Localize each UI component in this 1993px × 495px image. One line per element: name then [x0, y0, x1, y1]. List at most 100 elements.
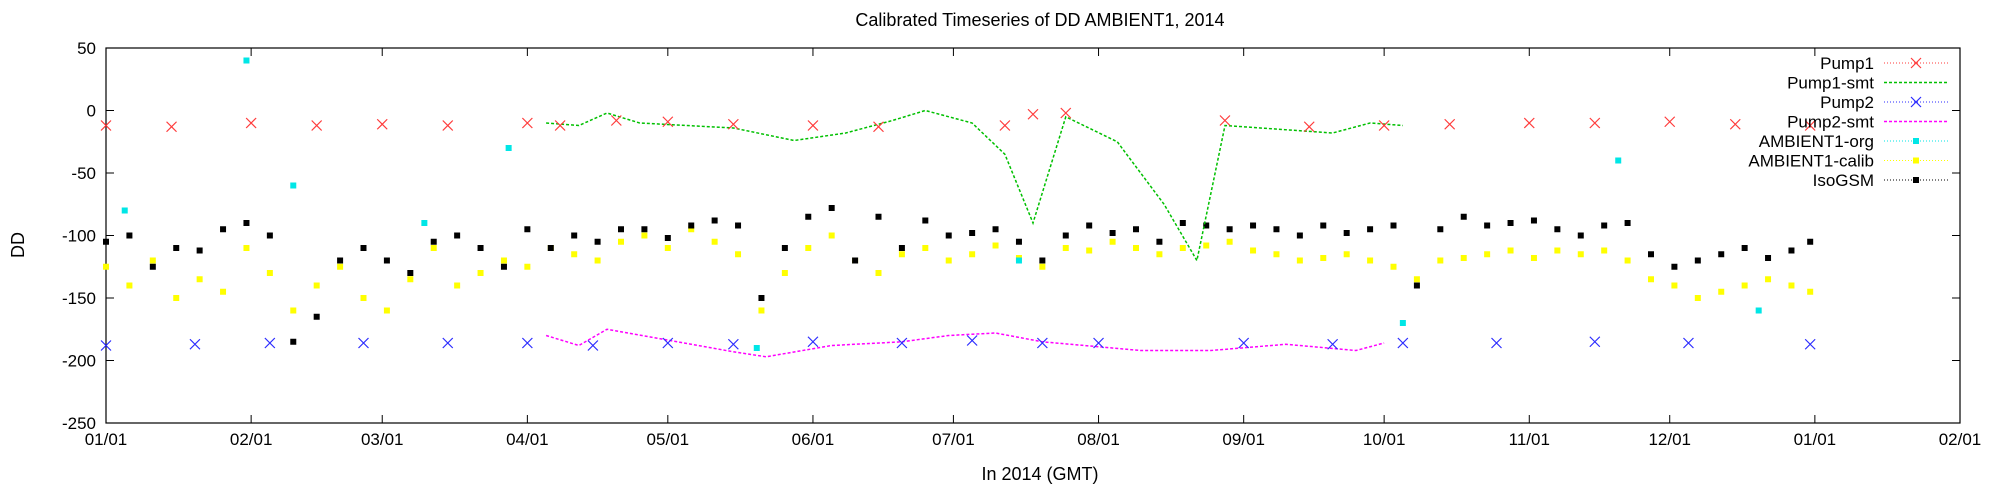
pump1-smt-line: [546, 109, 1403, 263]
isogsm-point: [945, 232, 952, 239]
x-tick-label: 05/01: [647, 430, 690, 449]
isogsm-point: [383, 257, 390, 264]
legend-label: AMBIENT1-org: [1759, 132, 1874, 151]
ambient1-calib-point: [875, 270, 882, 276]
ambient1-calib-point: [1250, 247, 1257, 254]
pump1-point: [554, 120, 566, 131]
ambient1-calib-point: [1648, 276, 1654, 283]
isogsm-point: [1648, 251, 1654, 258]
isogsm-point: [594, 238, 601, 245]
ambient1-calib-point: [1062, 245, 1069, 251]
isogsm-point: [1694, 257, 1701, 264]
legend-item-pump2: Pump2: [1820, 93, 1948, 112]
pump2-point: [587, 340, 599, 351]
ambient1-calib-point: [1741, 282, 1748, 289]
x-tick-label: 10/01: [1363, 430, 1406, 449]
series-layer: [100, 57, 1816, 358]
ambient1-calib-point: [1624, 257, 1631, 264]
x-tick-label: 08/01: [1077, 430, 1120, 449]
x-tick-label: 02/01: [1939, 430, 1982, 449]
ambient1-calib-point: [1039, 263, 1046, 270]
pump1-point: [1804, 120, 1816, 131]
isogsm-point: [1367, 226, 1374, 233]
pump1-point: [1219, 115, 1231, 126]
x-axis-ticks: 01/01 02/01 03/01 04/01 05/01 06/01 07/01 08/01…: [85, 48, 1982, 449]
isogsm-point: [173, 245, 180, 251]
isogsm-point: [1039, 257, 1046, 264]
ambient1-calib-point: [149, 257, 156, 264]
pump2-point: [1491, 337, 1502, 349]
pump1-point: [873, 121, 884, 133]
ambient1-calib-point: [758, 307, 765, 314]
isogsm-point: [290, 338, 297, 345]
ambient1-calib-point: [524, 263, 531, 270]
isogsm-point: [781, 245, 788, 251]
ambient1-calib-point: [1367, 257, 1374, 264]
isogsm-point: [524, 226, 531, 233]
isogsm-point: [1437, 226, 1444, 233]
legend-marker: [1913, 177, 1919, 183]
ambient1-calib-point: [688, 226, 695, 233]
ambient1-calib-point: [618, 238, 624, 245]
ambient1-calib-point: [454, 282, 461, 289]
ambient1-calib-point: [313, 282, 320, 289]
legend-label: Pump2: [1820, 93, 1874, 112]
ambient1-calib-point: [1203, 242, 1210, 249]
isogsm-point: [898, 245, 905, 251]
ambient1-calib-point: [500, 257, 507, 264]
legend-label: Pump1-smt: [1787, 74, 1874, 93]
pump2-point: [1036, 337, 1048, 349]
ambient1-calib-point: [1484, 251, 1491, 258]
ambient1-calib-point: [266, 270, 273, 276]
legend-label: Pump2-smt: [1787, 113, 1874, 132]
ambient1-calib-point: [945, 257, 952, 264]
plot-frame: [105, 47, 1961, 424]
legend-item-isogsm: IsoGSM: [1813, 171, 1948, 190]
ambient1-calib-point: [1273, 251, 1280, 258]
pump2-point: [807, 336, 819, 348]
pump2-point: [727, 338, 739, 350]
isogsm-point: [407, 270, 414, 276]
ambient1-calib-point: [126, 282, 133, 289]
isogsm-point: [758, 295, 765, 301]
ambient1-calib-point: [1179, 245, 1186, 251]
pump2-point: [189, 338, 201, 350]
pump2-point: [1238, 337, 1250, 349]
pump2-point: [1397, 337, 1409, 349]
pump1-point: [1664, 116, 1676, 128]
ambient1-calib-point: [1671, 282, 1678, 289]
isogsm-point: [126, 232, 133, 239]
isogsm-point: [828, 205, 835, 211]
legend-item-pump2-smt: Pump2-smt: [1787, 113, 1948, 132]
isogsm-point: [1343, 230, 1350, 236]
isogsm-point: [1741, 245, 1748, 251]
pump1-point: [610, 115, 622, 126]
ambient1-calib-point: [1226, 238, 1233, 245]
legend-item-ambient1-org: AMBIENT1-org: [1759, 132, 1948, 151]
isogsm-point: [149, 263, 156, 270]
isogsm-point: [196, 247, 203, 254]
isogsm-point: [1530, 217, 1537, 224]
isogsm-point: [243, 220, 250, 226]
ambient1-calib-point: [1413, 276, 1420, 283]
series-pump1: [100, 107, 1816, 133]
isogsm-point: [922, 217, 929, 224]
ambient1-calib-point: [1390, 263, 1397, 270]
pump1-point: [442, 120, 454, 131]
isogsm-point: [1179, 220, 1186, 226]
ambient1-calib-point: [898, 251, 905, 258]
ambient1-org-point: [421, 220, 428, 226]
ambient1-calib-point: [664, 245, 671, 251]
pump1-point: [100, 120, 112, 131]
isogsm-point: [1554, 226, 1561, 233]
ambient1-calib-point: [922, 245, 929, 251]
pump1-point: [727, 118, 739, 130]
isogsm-point: [711, 217, 718, 224]
ambient1-calib-point: [220, 288, 227, 295]
pump1-point: [1027, 108, 1039, 120]
ambient1-calib-point: [1765, 276, 1772, 283]
isogsm-point: [805, 213, 812, 220]
ambient1-org-point: [753, 345, 760, 351]
ambient1-calib-point: [1807, 288, 1814, 295]
